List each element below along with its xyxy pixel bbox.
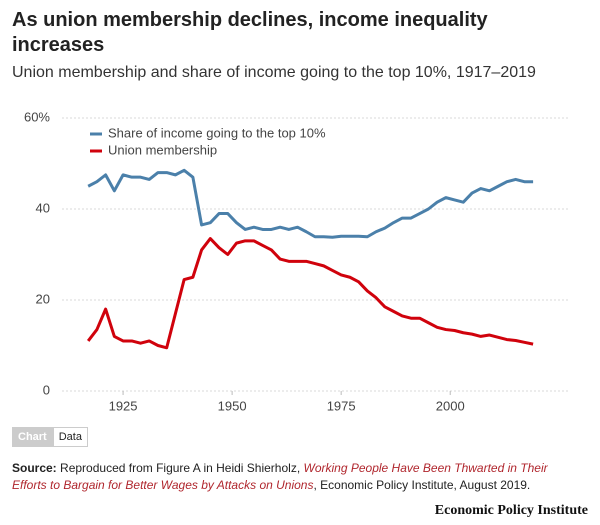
x-tick-label: 1975 (327, 398, 356, 413)
data-line (87, 168, 534, 239)
source-link[interactable]: Working People Have Been Thwarted in The… (12, 461, 548, 492)
y-tick-label: 60% (24, 109, 50, 124)
source-text: , Economic Policy Institute, August 2019… (313, 478, 531, 492)
chart-button[interactable]: Chart (12, 427, 53, 447)
publisher-logo: Economic Policy Institute (434, 503, 588, 518)
legend-label: Share of income going to the top 10% (108, 125, 326, 140)
view-toggle: Chart Data (12, 427, 88, 447)
source-text: Reproduced from Figure A in Heidi Shierh… (60, 461, 301, 475)
source-note: Source: Reproduced from Figure A in Heid… (12, 460, 582, 494)
x-tick-label: 1950 (218, 398, 247, 413)
data-button[interactable]: Data (52, 427, 88, 447)
x-tick-label: 1925 (109, 398, 138, 413)
legend-label: Union membership (108, 142, 217, 157)
y-tick-label: 40 (36, 200, 50, 215)
y-tick-label: 0 (43, 382, 50, 397)
chart: 0 20 40 60% 1925 1950 1975 2000 Share of income … (24, 109, 568, 413)
source-label: Source: (12, 461, 57, 475)
chart-subtitle: Union membership and share of income goi… (12, 64, 536, 81)
x-tick-label: 2000 (436, 398, 465, 413)
chart-title: As union membership declines, income ine… (12, 9, 488, 56)
y-tick-label: 20 (36, 291, 50, 306)
data-line (86, 237, 534, 350)
